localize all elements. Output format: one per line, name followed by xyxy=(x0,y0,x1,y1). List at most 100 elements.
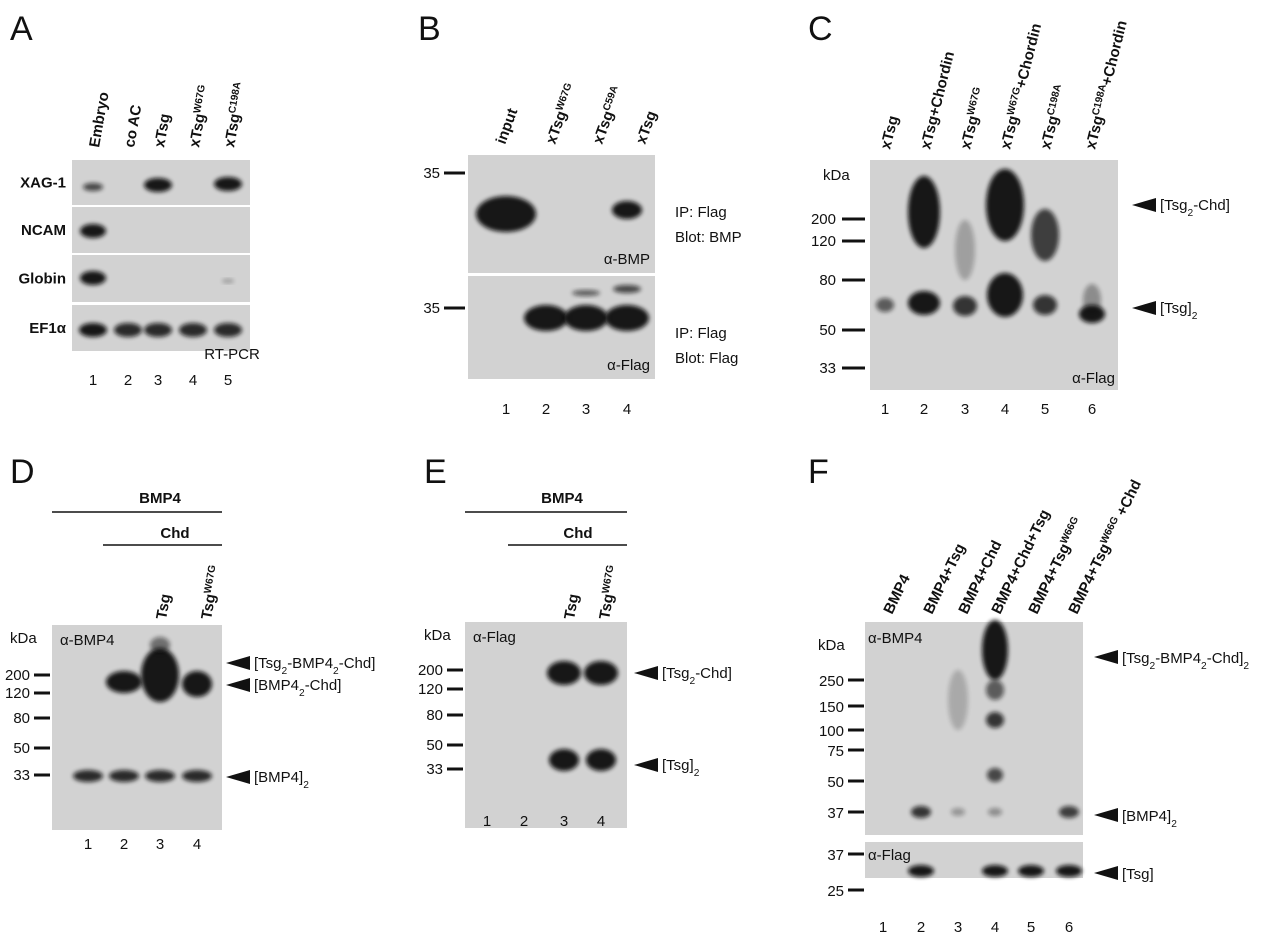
antibody-label: α-BMP4 xyxy=(868,630,923,647)
band-label: [Tsg2-Chd] xyxy=(662,665,732,687)
label-sup: C59A xyxy=(601,83,620,112)
lane-number: 5 xyxy=(1041,401,1049,418)
lane-number: 2 xyxy=(542,401,550,418)
arrowhead xyxy=(1132,198,1156,212)
lane-label: xTsgC59A xyxy=(589,83,626,146)
band-label: [Tsg2-BMP42-Chd] xyxy=(254,655,375,677)
band xyxy=(986,169,1024,241)
unit-label: kDa xyxy=(823,167,850,184)
row-label: Globin xyxy=(19,271,67,288)
band-label: [Tsg]2 xyxy=(662,757,700,779)
label-part: [BMP4 xyxy=(254,677,299,694)
lane-number: 3 xyxy=(954,919,962,936)
arrowhead xyxy=(1132,301,1156,315)
band xyxy=(145,770,175,782)
band-label: [Tsg] xyxy=(1122,866,1154,883)
label-sub: 2 xyxy=(303,780,309,791)
band xyxy=(222,279,234,283)
unit-label: kDa xyxy=(424,627,451,644)
lane-label: xTsgW67G+Chordin xyxy=(997,22,1045,151)
panel-letter: A xyxy=(10,10,33,48)
lane-number: 6 xyxy=(1065,919,1073,936)
band xyxy=(73,770,103,782)
lane-label: xTsg+Chordin xyxy=(917,50,958,151)
label-sub: 2 xyxy=(282,666,288,677)
band xyxy=(1031,209,1059,261)
label-part: xTsg xyxy=(1082,114,1107,151)
panel-letter: B xyxy=(418,10,441,48)
band xyxy=(80,271,106,285)
lane-number: 4 xyxy=(991,919,999,936)
label-part: +Chd xyxy=(1111,477,1145,522)
lane-label: xTsgC198A xyxy=(221,80,250,148)
band-label: [BMP42-Chd] xyxy=(254,677,341,699)
label-part: -Chd] xyxy=(695,665,732,682)
arrowhead xyxy=(226,770,250,784)
label-part: xTsg xyxy=(186,112,209,148)
marker-label: 250 xyxy=(819,673,844,690)
band xyxy=(988,808,1002,816)
label-part: [Tsg] xyxy=(1160,300,1192,317)
label-sup: C198A xyxy=(1090,82,1109,116)
lane-number: 4 xyxy=(597,813,605,830)
label-part: xTsg xyxy=(997,114,1022,151)
label-part: -Chd] xyxy=(1207,650,1244,667)
band xyxy=(547,661,581,685)
band xyxy=(876,298,894,312)
arrowhead xyxy=(226,656,250,670)
band xyxy=(83,183,103,191)
lane-number: 3 xyxy=(154,372,162,389)
lane-number: 2 xyxy=(120,836,128,853)
marker-label: 75 xyxy=(827,743,844,760)
label-sub: 2 xyxy=(1171,819,1177,830)
band xyxy=(908,291,940,315)
lane-number: 1 xyxy=(879,919,887,936)
lane-label: BMP4+TsgW66G +Chd xyxy=(1065,477,1145,617)
arrowhead xyxy=(634,758,658,772)
lane-number: 2 xyxy=(124,372,132,389)
label-sup: W67G xyxy=(965,86,983,117)
lane-number: 2 xyxy=(920,401,928,418)
lane-number: 4 xyxy=(189,372,197,389)
lane-label: xTsgW67G xyxy=(542,81,580,146)
group-label: Chd xyxy=(563,525,592,542)
band xyxy=(109,770,139,782)
label-sup: W67G xyxy=(1005,86,1023,117)
marker-label: 37 xyxy=(827,847,844,864)
blot-label: Blot: BMP xyxy=(675,229,742,246)
unit-label: kDa xyxy=(10,630,37,647)
band xyxy=(79,323,107,337)
label-sup: W67G xyxy=(202,564,218,594)
lane-label: input xyxy=(493,106,522,146)
band xyxy=(987,768,1003,782)
lane-label: xTsg xyxy=(877,114,902,151)
label-part: Tsg xyxy=(596,593,617,621)
label-part: xTsg xyxy=(1037,114,1062,151)
band xyxy=(114,323,142,337)
band xyxy=(1056,865,1082,877)
band xyxy=(179,323,207,337)
antibody-label: α-Flag xyxy=(607,357,650,374)
label-part: [BMP4] xyxy=(254,769,303,786)
label-part: -Chd] xyxy=(305,677,342,694)
label-sub: 2 xyxy=(1243,661,1249,672)
marker-label: 120 xyxy=(5,685,30,702)
lane-label: xTsg xyxy=(151,112,174,148)
label-sub: 2 xyxy=(299,688,305,699)
blot-image xyxy=(865,622,1083,835)
lane-number: 3 xyxy=(560,813,568,830)
label-sup: C198A xyxy=(1045,82,1064,116)
row-label: NCAM xyxy=(21,222,66,239)
label-sub: 2 xyxy=(690,676,696,687)
band xyxy=(955,220,975,280)
band xyxy=(1059,806,1079,818)
row-label: EF1α xyxy=(29,320,67,337)
lane-label: xTsg xyxy=(633,109,661,147)
band-label: [Tsg]2 xyxy=(1160,300,1198,322)
unit-label: kDa xyxy=(818,637,845,654)
arrowhead xyxy=(226,678,250,692)
label-sup: W67G xyxy=(554,81,574,112)
band xyxy=(987,273,1023,317)
label-part: +Chordin xyxy=(1098,19,1131,87)
